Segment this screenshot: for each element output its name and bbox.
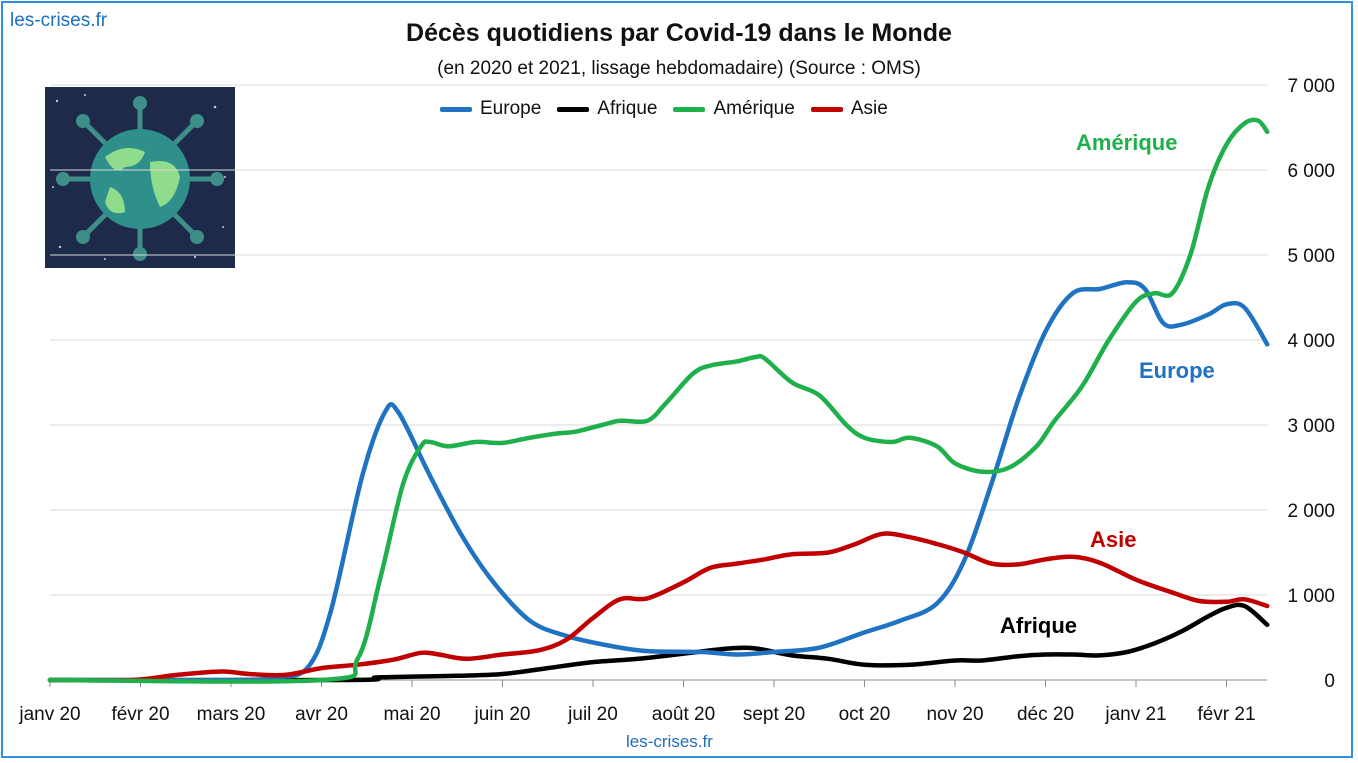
x-tick-label: juin 20 [474, 704, 531, 725]
series-label-europe: Europe [1139, 358, 1215, 383]
virus-globe-icon [45, 87, 235, 268]
legend-label-afrique: Afrique [597, 98, 658, 119]
series-line-afrique [47, 602, 1270, 683]
x-tick-label: févr 20 [111, 704, 169, 725]
x-tick-label: nov 20 [926, 704, 983, 725]
legend-label-amerique: Amérique [713, 98, 795, 119]
y-tick-label: 6 000 [1287, 161, 1335, 182]
legend-item-asie: Asie [810, 98, 888, 120]
legend-swatch-asie [810, 106, 843, 112]
chart-title: Décès quotidiens par Covid-19 dans le Mo… [406, 19, 952, 47]
legend-label-europe: Europe [480, 98, 542, 119]
y-tick-label: 5 000 [1287, 246, 1335, 267]
x-tick-label: avr 20 [295, 704, 348, 725]
y-tick-label: 3 000 [1287, 416, 1335, 437]
legend-swatch-afrique [557, 106, 590, 112]
series-label-asie: Asie [1090, 527, 1137, 552]
series-label-afrique: Afrique [1000, 613, 1077, 638]
chart-legend: Europe Afrique Amérique Asie [440, 98, 888, 120]
x-tick-label: déc 20 [1017, 704, 1074, 725]
chart-subtitle: (en 2020 et 2021, lissage hebdomadaire) … [437, 58, 921, 79]
y-tick-label: 4 000 [1287, 331, 1335, 352]
watermark-top: les-crises.fr [10, 10, 108, 31]
x-tick-label: févr 21 [1197, 704, 1255, 725]
series-line-europe [47, 279, 1270, 683]
legend-swatch-amerique [673, 106, 706, 112]
x-tick-label: sept 20 [743, 704, 805, 725]
y-tick-label: 2 000 [1287, 501, 1335, 522]
legend-swatch-europe [440, 106, 472, 112]
legend-item-amerique: Amérique [673, 98, 795, 120]
x-tick-label: juil 20 [567, 704, 618, 725]
watermark-bottom: les-crises.fr [626, 732, 713, 751]
legend-label-asie: Asie [850, 98, 888, 119]
y-tick-label: 7 000 [1287, 76, 1335, 97]
y-tick-label: 0 [1324, 671, 1335, 692]
y-tick-label: 1 000 [1287, 586, 1335, 607]
legend-item-afrique: Afrique [557, 98, 657, 120]
legend-item-europe: Europe [440, 98, 541, 120]
x-tick-label: janv 20 [18, 704, 80, 725]
x-tick-label: oct 20 [839, 704, 891, 725]
x-tick-label: mai 20 [383, 704, 440, 725]
x-tick-label: janv 21 [1104, 704, 1166, 725]
x-tick-label: août 20 [652, 704, 715, 725]
series-label-amerique: Amérique [1076, 130, 1178, 155]
series-line-asie [47, 531, 1270, 683]
series-line-amerique [47, 117, 1270, 684]
x-tick-label: mars 20 [197, 704, 266, 725]
